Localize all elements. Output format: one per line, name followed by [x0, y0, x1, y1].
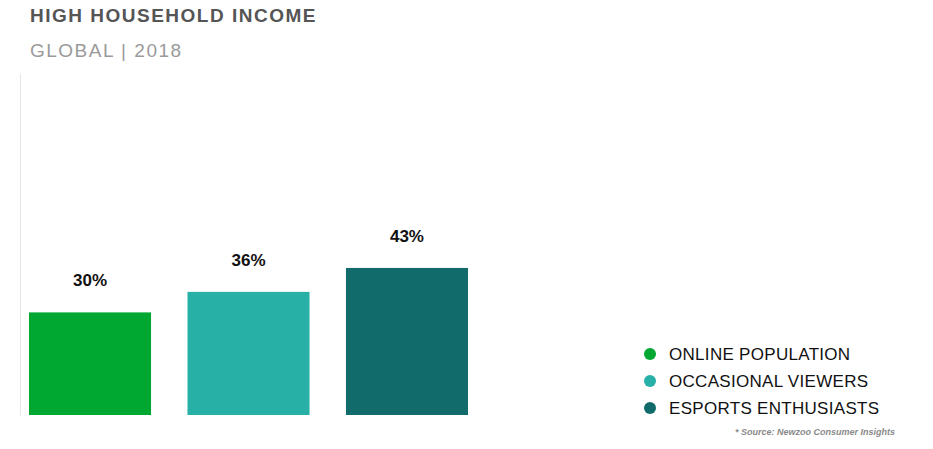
y-axis [20, 74, 21, 416]
y-axis-line [20, 74, 21, 416]
legend-item: ONLINE POPULATION [644, 345, 850, 364]
subtitle: GLOBAL | 2018 [30, 40, 183, 61]
legend-label: ESPORTS ENTHUSIASTS [669, 399, 879, 418]
bars [29, 268, 468, 415]
annotation: * Source: Newzoo Consumer Insights [735, 427, 895, 437]
legend-item: ESPORTS ENTHUSIASTS [644, 399, 879, 418]
legend-swatch [644, 348, 656, 360]
bar [29, 312, 151, 415]
legend-swatch [644, 402, 656, 414]
data-label: 43% [390, 227, 424, 246]
data-label: 36% [231, 251, 265, 270]
legend-label: ONLINE POPULATION [669, 345, 850, 364]
legend-label: OCCASIONAL VIEWERS [669, 372, 868, 391]
legend-item: OCCASIONAL VIEWERS [644, 372, 868, 391]
bar [187, 292, 309, 415]
data-label: 30% [73, 271, 107, 290]
legend: ONLINE POPULATION OCCASIONAL VIEWERS ESPOR… [644, 345, 879, 418]
bar [346, 268, 468, 415]
title: HIGH HOUSEHOLD INCOME [30, 5, 317, 26]
data-labels: 30% 36% 43% [73, 227, 424, 290]
legend-swatch [644, 375, 656, 387]
chart: HIGH HOUSEHOLD INCOME GLOBAL | 2018 30% 36%… [0, 0, 933, 449]
